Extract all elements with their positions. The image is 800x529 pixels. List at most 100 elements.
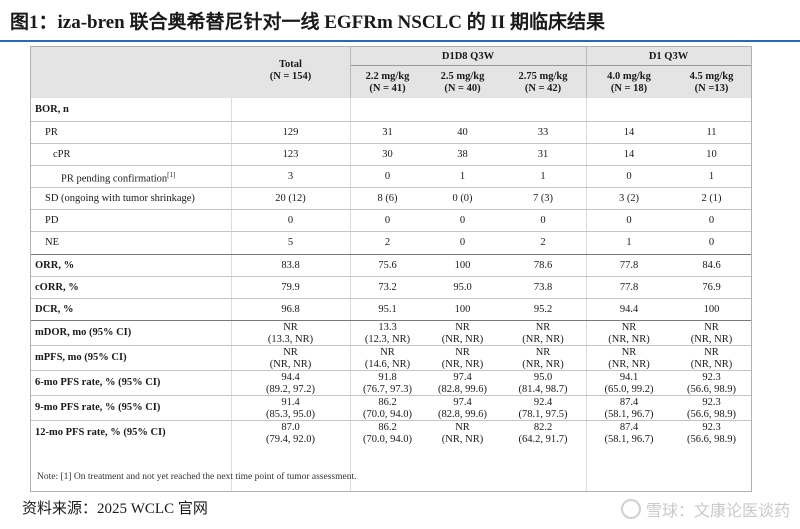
cell-value: 94.1 (65.0, 99.2) (586, 372, 672, 396)
dose-n: (N = 41) (369, 83, 406, 94)
cell-estimate: 0 (708, 215, 715, 226)
cell-value: 95.0 (425, 282, 500, 294)
cell-value: 129 (231, 127, 350, 139)
cell-estimate: 95.0 (453, 282, 472, 293)
table-row: 6-mo PFS rate, % (95% CI) 94.4 (89.2, 97.2… (31, 370, 751, 396)
figure-title: 图1：iza-bren 联合奥希替尼针对一线 EGFRm NSCLC 的 II … (10, 12, 605, 33)
cell-value: 1 (672, 171, 751, 183)
cell-value: NR (13.3, NR) (231, 322, 350, 346)
table-row: BOR, n (31, 99, 751, 121)
cell-value: 77.8 (586, 282, 672, 294)
cell-value: 13.3 (12.3, NR) (350, 322, 425, 346)
header-dose-2: 2.5 mg/kg (N = 40) (425, 71, 500, 95)
cell-value: 0 (350, 171, 425, 183)
cell-estimate: 82.2 (533, 422, 553, 433)
cell-ci: (NR, NR) (441, 334, 484, 345)
cell-value: 2 (1) (672, 193, 751, 205)
cell-estimate: 1 (459, 171, 466, 182)
cell-value: 94.4 (586, 304, 672, 316)
cell-ci: (78.1, 97.5) (518, 409, 568, 420)
cell-estimate: 94.4 (281, 372, 300, 383)
row-label-text: 12-mo PFS rate, % (95% CI) (35, 427, 166, 438)
table-row: PR pending confirmation[1] 3 0 1 1 0 1 (31, 165, 751, 188)
cell-estimate: 92.3 (702, 422, 721, 433)
row-label-text: DCR, % (35, 304, 74, 315)
cell-value: 77.8 (586, 260, 672, 272)
cell-estimate: 0 (626, 171, 632, 182)
row-label: 6-mo PFS rate, % (95% CI) (35, 377, 160, 388)
table-row: PR 129 31 40 33 14 11 (31, 121, 751, 144)
cell-ci: (58.1, 96.7) (604, 409, 654, 420)
cell-ci: (58.1, 96.7) (604, 434, 654, 445)
table-row: 9-mo PFS rate, % (95% CI) 91.4 (85.3, 95.0… (31, 395, 751, 421)
cell-value: 100 (425, 260, 500, 272)
cell-value: 95.0 (81.4, 98.7) (500, 372, 586, 396)
cell-estimate: 87.4 (619, 422, 639, 433)
table-row: PD 0 0 0 0 0 0 (31, 209, 751, 232)
header-group-underline (350, 65, 751, 66)
cell-estimate: 92.4 (533, 397, 553, 408)
cell-estimate: 129 (282, 127, 299, 138)
column-divider (231, 98, 232, 491)
cell-estimate: 7 (3) (532, 193, 554, 204)
cell-value: 92.3 (56.6, 98.9) (672, 422, 751, 446)
cell-value: 1 (500, 171, 586, 183)
cell-value: 100 (672, 304, 751, 316)
table-row: ORR, % 83.8 75.6 100 78.6 77.8 84.6 (31, 254, 751, 277)
row-label: 12-mo PFS rate, % (95% CI) (35, 427, 166, 438)
cell-estimate: NR (455, 347, 470, 358)
cell-estimate: 0 (0) (452, 193, 473, 204)
dose-label: 2.5 mg/kg (440, 71, 485, 82)
row-label-text: PD (45, 215, 59, 226)
watermark: 雪球：文康论医谈药 (620, 497, 790, 521)
cell-estimate: 10 (706, 149, 717, 160)
table-row: SD (ongoing with tumor shrinkage) 20 (12)… (31, 187, 751, 210)
cell-value: 82.2 (64.2, 91.7) (500, 422, 586, 446)
cell-estimate: NR (283, 322, 298, 333)
table-row: cPR 123 30 38 31 14 10 (31, 143, 751, 166)
cell-ci: (76.7, 97.3) (363, 384, 412, 395)
cell-value: 0 (425, 215, 500, 227)
cell-ci: (NR, NR) (522, 359, 564, 370)
cell-ci: (NR, NR) (608, 334, 650, 345)
watermark-text: 雪球：文康论医谈药 (645, 503, 790, 520)
row-label-text: cORR, % (35, 282, 79, 293)
cell-estimate: 83.8 (281, 260, 300, 271)
cell-estimate: NR (535, 322, 551, 333)
cell-estimate: 40 (457, 127, 468, 138)
cell-ci: (56.6, 98.9) (687, 384, 736, 395)
cell-estimate: 87.4 (619, 397, 639, 408)
row-label: mPFS, mo (95% CI) (35, 352, 127, 363)
table-header: Total (N = 154) D1D8 Q3W D1 Q3W 2.2 mg/k… (31, 47, 751, 98)
cell-ci: (64.2, 91.7) (518, 434, 568, 445)
cell-estimate: NR (455, 322, 470, 333)
snowball-logo-icon (620, 499, 641, 519)
cell-estimate: 92.3 (702, 372, 721, 383)
table-row: mPFS, mo (95% CI) NR (NR, NR) NR (14.6, NR) N… (31, 345, 751, 371)
footnote-ref: [1] (167, 171, 176, 179)
cell-value: 0 (425, 237, 500, 249)
cell-value: NR (NR, NR) (231, 347, 350, 371)
cell-value: 30 (350, 149, 425, 161)
cell-estimate: 14 (623, 127, 635, 138)
cell-ci: (89.2, 97.2) (266, 384, 315, 395)
cell-value: 5 (231, 237, 350, 249)
row-label-text: PR pending confirmation (61, 173, 168, 185)
cell-value: 10 (672, 149, 751, 161)
cell-value: NR (NR, NR) (425, 322, 500, 346)
header-group-d1d8: D1D8 Q3W (441, 51, 495, 62)
cell-value: 123 (231, 149, 350, 161)
row-label-text: 6-mo PFS rate, % (95% CI) (35, 377, 161, 388)
cell-estimate: 14 (623, 149, 635, 160)
cell-estimate: 0 (384, 171, 391, 182)
row-label-text: mPFS, mo (95% CI) (35, 352, 127, 363)
column-divider (586, 98, 587, 491)
cell-estimate: 91.8 (378, 372, 397, 383)
cell-value: 92.4 (78.1, 97.5) (500, 397, 586, 421)
cell-estimate: 94.4 (619, 304, 639, 315)
cell-estimate: 95.0 (533, 372, 553, 383)
cell-estimate: 95.2 (533, 304, 553, 315)
cell-value: 86.2 (70.0, 94.0) (350, 422, 425, 446)
cell-estimate: 1 (626, 237, 632, 248)
cell-estimate: 92.3 (702, 397, 721, 408)
